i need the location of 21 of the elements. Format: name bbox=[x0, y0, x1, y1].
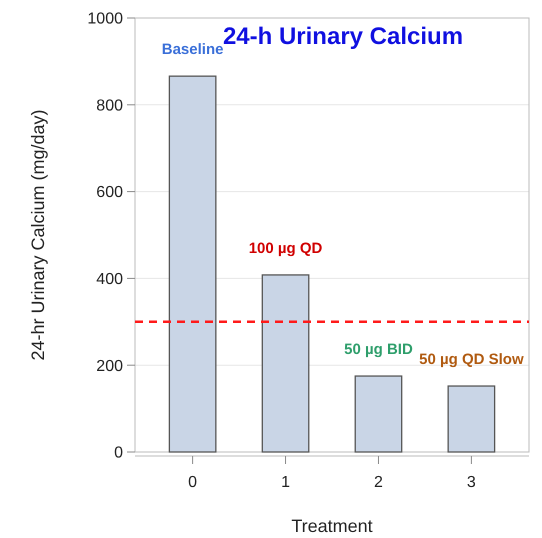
y-tick-label: 1000 bbox=[87, 10, 124, 28]
bar bbox=[354, 375, 402, 453]
y-tick-label: 200 bbox=[96, 358, 124, 375]
bar bbox=[448, 385, 496, 453]
y-tick-label: 800 bbox=[96, 97, 124, 114]
bar bbox=[168, 76, 216, 453]
x-axis-title: Treatment bbox=[291, 516, 373, 536]
x-tick-label: 1 bbox=[281, 474, 290, 491]
bar bbox=[262, 274, 310, 453]
y-tick-label: 0 bbox=[114, 444, 124, 462]
chart-title: 24-h Urinary Calcium bbox=[222, 23, 464, 50]
annotation: 50 µg QD Slow bbox=[419, 351, 524, 368]
annotation: Baseline bbox=[162, 41, 224, 58]
annotation: 50 µg BID bbox=[344, 341, 413, 358]
annotation: 100 µg QD bbox=[248, 240, 323, 257]
x-tick-label: 0 bbox=[188, 474, 198, 491]
x-tick-label: 2 bbox=[374, 474, 384, 491]
y-tick-label: 400 bbox=[96, 271, 124, 288]
y-tick-label: 600 bbox=[96, 184, 124, 202]
x-tick-label: 3 bbox=[466, 474, 476, 491]
y-axis-title: 24-hr Urinary Calcium (mg/day) bbox=[28, 109, 48, 361]
